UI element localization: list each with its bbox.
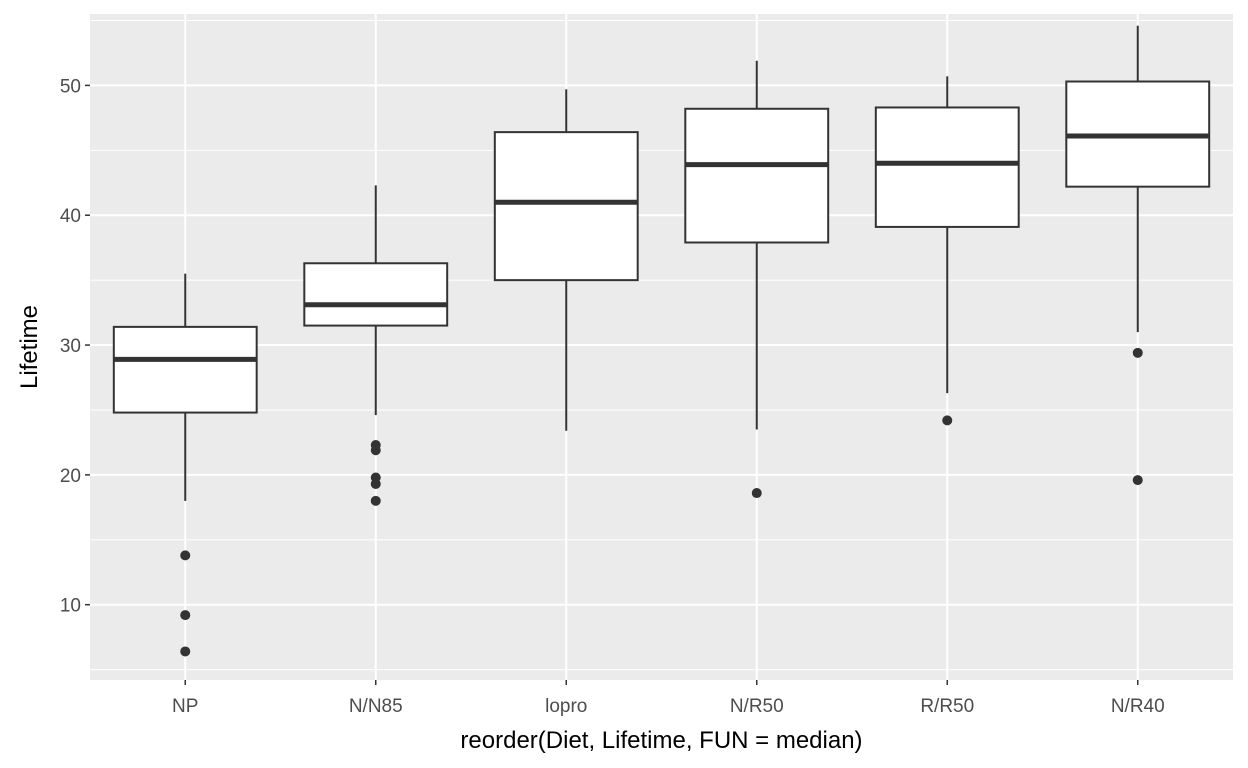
box-group <box>874 76 1020 426</box>
outlier-point <box>370 495 381 506</box>
outlier-point <box>180 550 191 561</box>
plot-panel <box>90 14 1233 680</box>
box-group <box>1065 25 1211 486</box>
outlier-point <box>942 415 953 426</box>
box-layer <box>112 25 1211 657</box>
outlier-point <box>1132 475 1143 486</box>
y-axis: 10 20 30 40 50 <box>60 76 90 617</box>
outlier-point <box>180 610 191 621</box>
box-iqr <box>303 262 449 327</box>
y-tick-label: 20 <box>60 466 81 487</box>
x-tick-label: R/R50 <box>920 696 974 717</box>
x-tick-label: N/R50 <box>730 696 784 717</box>
x-tick-label: lopro <box>545 696 587 717</box>
outlier-point <box>370 445 381 456</box>
box-iqr <box>684 107 830 244</box>
y-axis-title: Lifetime <box>16 305 43 389</box>
x-tick-label: N/R40 <box>1111 696 1165 717</box>
y-tick-label: 10 <box>60 596 81 617</box>
outlier-point <box>370 478 381 489</box>
x-axis: NP N/N85 lopro N/R50 R/R50 N/R40 <box>172 680 1165 717</box>
outlier-point <box>180 646 191 657</box>
y-tick-label: 30 <box>60 336 81 357</box>
box-group <box>493 89 639 431</box>
x-tick-label: NP <box>172 696 198 717</box>
box-group <box>303 185 449 506</box>
box-group <box>684 60 830 499</box>
x-tick-label: N/N85 <box>349 696 403 717</box>
box-iqr <box>874 106 1020 228</box>
box-iqr <box>493 131 639 282</box>
box-iqr <box>112 325 258 414</box>
y-tick-label: 50 <box>60 76 81 97</box>
outlier-point <box>1132 347 1143 358</box>
box-group <box>112 273 258 657</box>
y-tick-label: 40 <box>60 206 81 227</box>
x-axis-title: reorder(Diet, Lifetime, FUN = median) <box>460 727 862 754</box>
outlier-point <box>751 488 762 499</box>
